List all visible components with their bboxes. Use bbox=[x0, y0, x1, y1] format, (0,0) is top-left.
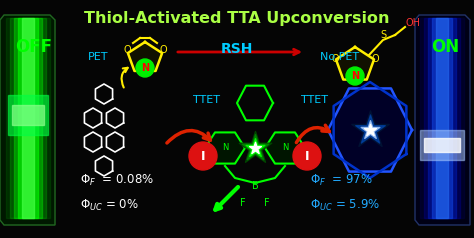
Text: $\Phi_F$  = 0.08%: $\Phi_F$ = 0.08% bbox=[80, 173, 154, 188]
Point bbox=[251, 146, 259, 150]
Text: O: O bbox=[159, 45, 167, 55]
Text: Thiol-Activated TTA Upconversion: Thiol-Activated TTA Upconversion bbox=[84, 11, 390, 26]
Text: No PET: No PET bbox=[320, 52, 359, 62]
Bar bbox=[14, 18, 42, 218]
Bar bbox=[18, 18, 38, 218]
Circle shape bbox=[189, 142, 217, 170]
Polygon shape bbox=[205, 132, 245, 164]
Bar bbox=[22, 18, 34, 218]
Text: O: O bbox=[331, 54, 339, 64]
Bar bbox=[424, 138, 460, 152]
FancyArrowPatch shape bbox=[167, 130, 210, 143]
Polygon shape bbox=[265, 132, 305, 164]
Bar bbox=[428, 18, 456, 218]
Text: N: N bbox=[282, 144, 288, 153]
Point bbox=[251, 146, 259, 150]
Text: B: B bbox=[252, 181, 258, 191]
Text: O: O bbox=[371, 54, 379, 64]
Text: N: N bbox=[141, 63, 149, 73]
Bar bbox=[10, 18, 46, 218]
Bar bbox=[420, 130, 464, 160]
Text: O: O bbox=[123, 45, 131, 55]
Point bbox=[251, 146, 259, 150]
Bar bbox=[12, 105, 44, 125]
Text: $\Phi_{UC}$ = 0%: $\Phi_{UC}$ = 0% bbox=[80, 198, 139, 213]
Point bbox=[366, 128, 374, 132]
Bar bbox=[8, 95, 48, 135]
Text: F: F bbox=[240, 198, 246, 208]
Polygon shape bbox=[128, 42, 162, 71]
Point bbox=[366, 128, 374, 132]
Point bbox=[366, 128, 374, 132]
Text: N: N bbox=[222, 144, 228, 153]
Point bbox=[366, 128, 374, 132]
Point bbox=[366, 128, 374, 132]
Circle shape bbox=[293, 142, 321, 170]
Text: PET: PET bbox=[88, 52, 108, 62]
Text: S: S bbox=[380, 30, 386, 40]
Text: TTET: TTET bbox=[193, 95, 220, 105]
Text: $\Phi_{UC}$ = 5.9%: $\Phi_{UC}$ = 5.9% bbox=[310, 198, 380, 213]
Text: F: F bbox=[264, 198, 270, 208]
Circle shape bbox=[136, 59, 154, 77]
Text: N: N bbox=[351, 71, 359, 81]
Bar bbox=[420, 18, 464, 218]
Text: ON: ON bbox=[431, 38, 459, 56]
Text: OH: OH bbox=[405, 18, 420, 28]
Text: OFF: OFF bbox=[15, 38, 52, 56]
Bar bbox=[432, 18, 452, 218]
FancyArrowPatch shape bbox=[121, 68, 128, 88]
Point bbox=[251, 146, 259, 150]
Polygon shape bbox=[334, 82, 406, 178]
Bar bbox=[424, 18, 460, 218]
Polygon shape bbox=[336, 47, 374, 79]
Text: RSH: RSH bbox=[221, 42, 253, 56]
Bar bbox=[436, 18, 448, 218]
Text: I: I bbox=[305, 149, 309, 163]
Polygon shape bbox=[328, 89, 412, 172]
Bar bbox=[6, 18, 50, 218]
Polygon shape bbox=[0, 15, 55, 225]
Text: TTET: TTET bbox=[301, 95, 328, 105]
Polygon shape bbox=[415, 15, 470, 225]
Text: I: I bbox=[201, 149, 205, 163]
Text: $\Phi_F$  = 97%: $\Phi_F$ = 97% bbox=[310, 173, 373, 188]
FancyArrowPatch shape bbox=[296, 125, 329, 143]
Circle shape bbox=[346, 67, 364, 85]
